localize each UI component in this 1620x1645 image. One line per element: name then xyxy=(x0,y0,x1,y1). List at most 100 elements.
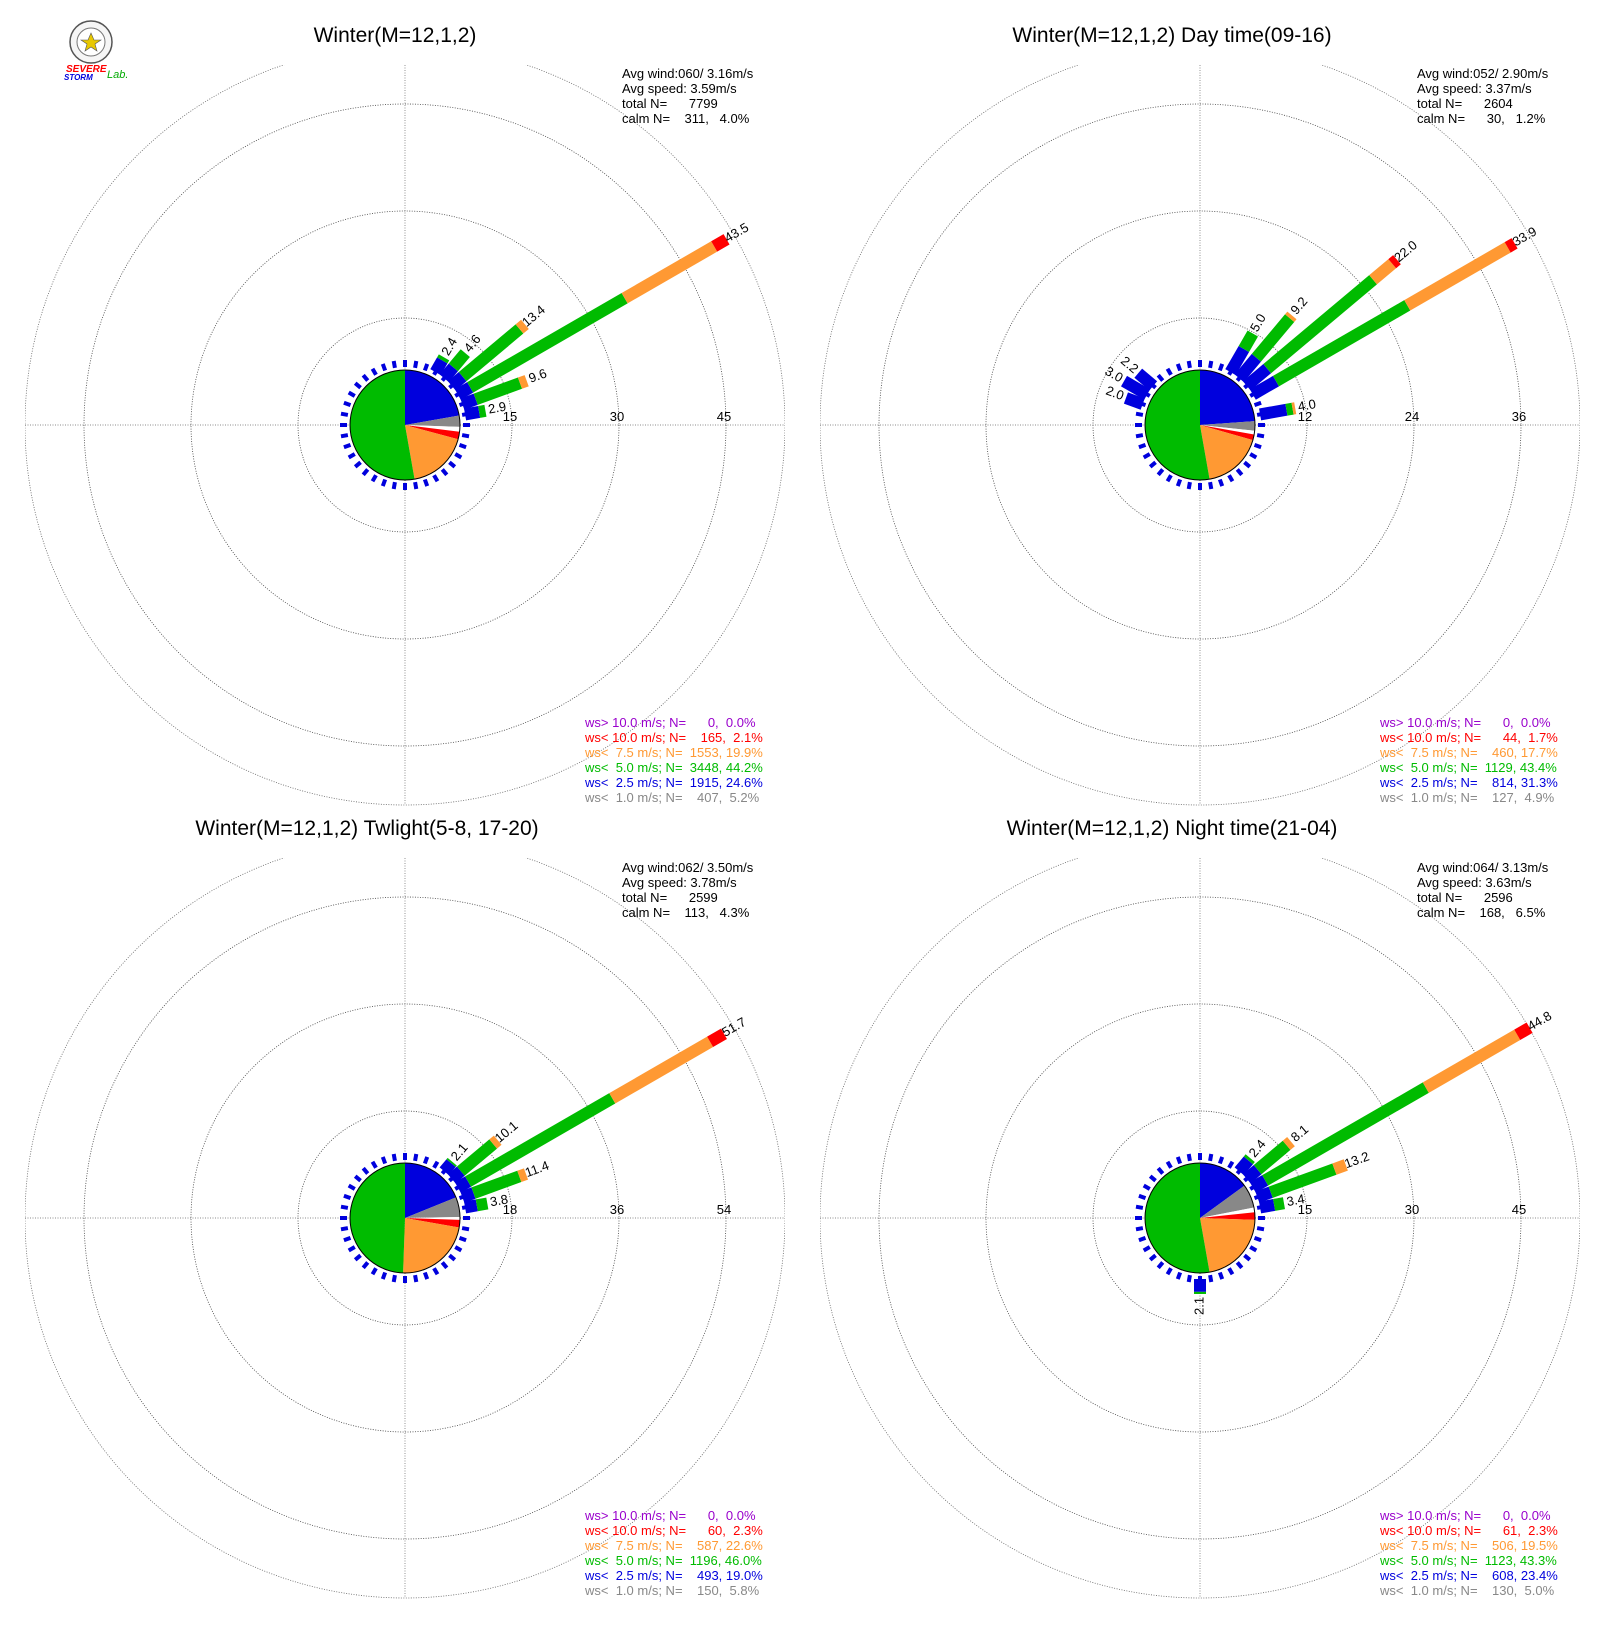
ring-label: 36 xyxy=(1512,409,1526,424)
ring-label: 45 xyxy=(1512,1202,1526,1217)
direction-tick xyxy=(448,1253,457,1262)
legend-entry: ws< 2.5 m/s; N= 608, 23.4% xyxy=(1379,1568,1558,1583)
petal-segment xyxy=(621,241,718,304)
calm-pie-sector xyxy=(349,370,415,481)
stats-line: Avg speed: 3.63m/s xyxy=(1417,875,1532,890)
direction-tick xyxy=(1243,460,1252,469)
petal-segment xyxy=(454,382,474,400)
petal-label: 8.1 xyxy=(1288,1122,1311,1145)
direction-tick xyxy=(1249,1245,1258,1253)
petal-segment xyxy=(1134,368,1158,391)
petal-segment xyxy=(1272,300,1411,387)
direction-tick xyxy=(432,1267,440,1276)
calm-pie-sector xyxy=(1200,370,1255,425)
calm-pie-sector xyxy=(405,370,460,425)
direction-tick xyxy=(353,1174,362,1183)
calm-pie-sector xyxy=(405,1197,460,1218)
petal-segment xyxy=(517,375,529,389)
direction-tick xyxy=(432,474,440,483)
logo-star-icon xyxy=(80,32,102,52)
petal-segment xyxy=(448,349,470,372)
direction-tick xyxy=(454,452,463,460)
petal-segment xyxy=(478,404,487,418)
petal-segment xyxy=(1251,314,1295,362)
direction-tick xyxy=(1175,1271,1183,1280)
petal-label: 9.2 xyxy=(1287,294,1310,317)
petal-segment xyxy=(1404,242,1511,311)
direction-tick xyxy=(1186,1153,1192,1162)
direction-tick xyxy=(1235,1261,1244,1270)
petal-segment xyxy=(1242,1165,1262,1184)
direction-tick xyxy=(1175,1156,1183,1165)
direction-tick xyxy=(432,1160,440,1169)
legend-entry: ws< 2.5 m/s; N= 814, 31.3% xyxy=(1379,775,1558,790)
direction-tick xyxy=(343,1235,352,1243)
direction-tick xyxy=(361,468,370,477)
direction-tick xyxy=(347,452,356,460)
petal-segment xyxy=(1259,1199,1276,1214)
direction-tick xyxy=(1135,433,1144,439)
ring-label: 18 xyxy=(503,1202,517,1217)
petal-label: 2.9 xyxy=(487,399,507,417)
petal-label: 43.5 xyxy=(722,220,751,246)
direction-tick xyxy=(1165,474,1173,483)
direction-tick xyxy=(1217,1156,1225,1165)
lab-logo: SEVERE STORM Lab. xyxy=(64,20,128,82)
petal-segment xyxy=(515,319,529,334)
petal-segment xyxy=(711,234,730,252)
legend-entry: ws< 5.0 m/s; N= 1129, 43.4% xyxy=(1379,760,1557,775)
direction-tick xyxy=(370,1160,378,1169)
petal-segment xyxy=(465,1093,616,1187)
legend-entry: ws< 10.0 m/s; N= 165, 2.1% xyxy=(584,730,763,745)
direction-tick xyxy=(380,478,388,487)
petal-segment xyxy=(1369,259,1397,285)
legend-entry: ws> 10.0 m/s; N= 0, 0.0% xyxy=(584,715,756,730)
direction-tick xyxy=(1135,1204,1144,1210)
direction-tick xyxy=(1175,363,1183,372)
windrose-panel-2: 12 24 36 Winter(M=12,1,2) Day time(09-16) Av… xyxy=(820,24,1580,806)
direction-tick xyxy=(413,1274,419,1283)
petal-segment xyxy=(458,324,524,382)
petal-segment xyxy=(1285,311,1297,323)
stats-line: total N= 2599 xyxy=(622,890,718,905)
calm-pie-sector xyxy=(405,425,460,432)
petal-segment xyxy=(1332,1159,1348,1175)
direction-tick xyxy=(1227,1160,1235,1169)
chart-title: Winter(M=12,1,2) Twlight(5-8, 17-20) xyxy=(195,817,538,840)
petal-segment xyxy=(446,1157,457,1167)
direction-tick xyxy=(1135,1226,1144,1232)
petal-segment xyxy=(1259,403,1288,421)
legend-entry: ws< 10.0 m/s; N= 44, 1.7% xyxy=(1379,730,1558,745)
direction-tick xyxy=(1148,1174,1157,1183)
petal-label: 33.9 xyxy=(1510,224,1539,250)
calm-pie-sector xyxy=(1145,370,1210,480)
calm-pie-sector xyxy=(1200,1207,1255,1218)
direction-tick xyxy=(440,1261,449,1270)
direction-tick xyxy=(1156,373,1165,382)
petal-label: 2.1 xyxy=(1191,1297,1206,1315)
ring-label: 36 xyxy=(610,1202,624,1217)
direction-tick xyxy=(380,1271,388,1280)
stats-line: Avg speed: 3.59m/s xyxy=(622,81,737,96)
petal-segment xyxy=(1388,255,1401,269)
direction-tick xyxy=(422,363,430,372)
logo-text-storm: STORM xyxy=(64,73,93,82)
legend-entry: ws> 10.0 m/s; N= 0, 0.0% xyxy=(1379,1508,1551,1523)
calm-pie-sector xyxy=(1200,425,1255,441)
ring-label: 45 xyxy=(717,409,731,424)
legend-entry: ws< 2.5 m/s; N= 493, 19.0% xyxy=(584,1568,763,1583)
petal-segment xyxy=(1225,346,1250,376)
direction-tick xyxy=(1135,411,1144,417)
direction-tick xyxy=(1186,1274,1192,1283)
direction-tick xyxy=(1142,1245,1151,1253)
petal-segment xyxy=(1285,402,1294,416)
petal-segment xyxy=(1249,1175,1269,1193)
stats-line: calm N= 30, 1.2% xyxy=(1417,111,1546,126)
calm-pie-sector xyxy=(405,1218,460,1228)
direction-tick xyxy=(1235,468,1244,477)
direction-tick xyxy=(1156,1166,1165,1175)
petal-segment xyxy=(1422,1029,1521,1093)
legend-entry: ws> 10.0 m/s; N= 0, 0.0% xyxy=(1379,715,1551,730)
direction-tick xyxy=(413,1153,419,1162)
petal-segment xyxy=(1242,363,1272,391)
